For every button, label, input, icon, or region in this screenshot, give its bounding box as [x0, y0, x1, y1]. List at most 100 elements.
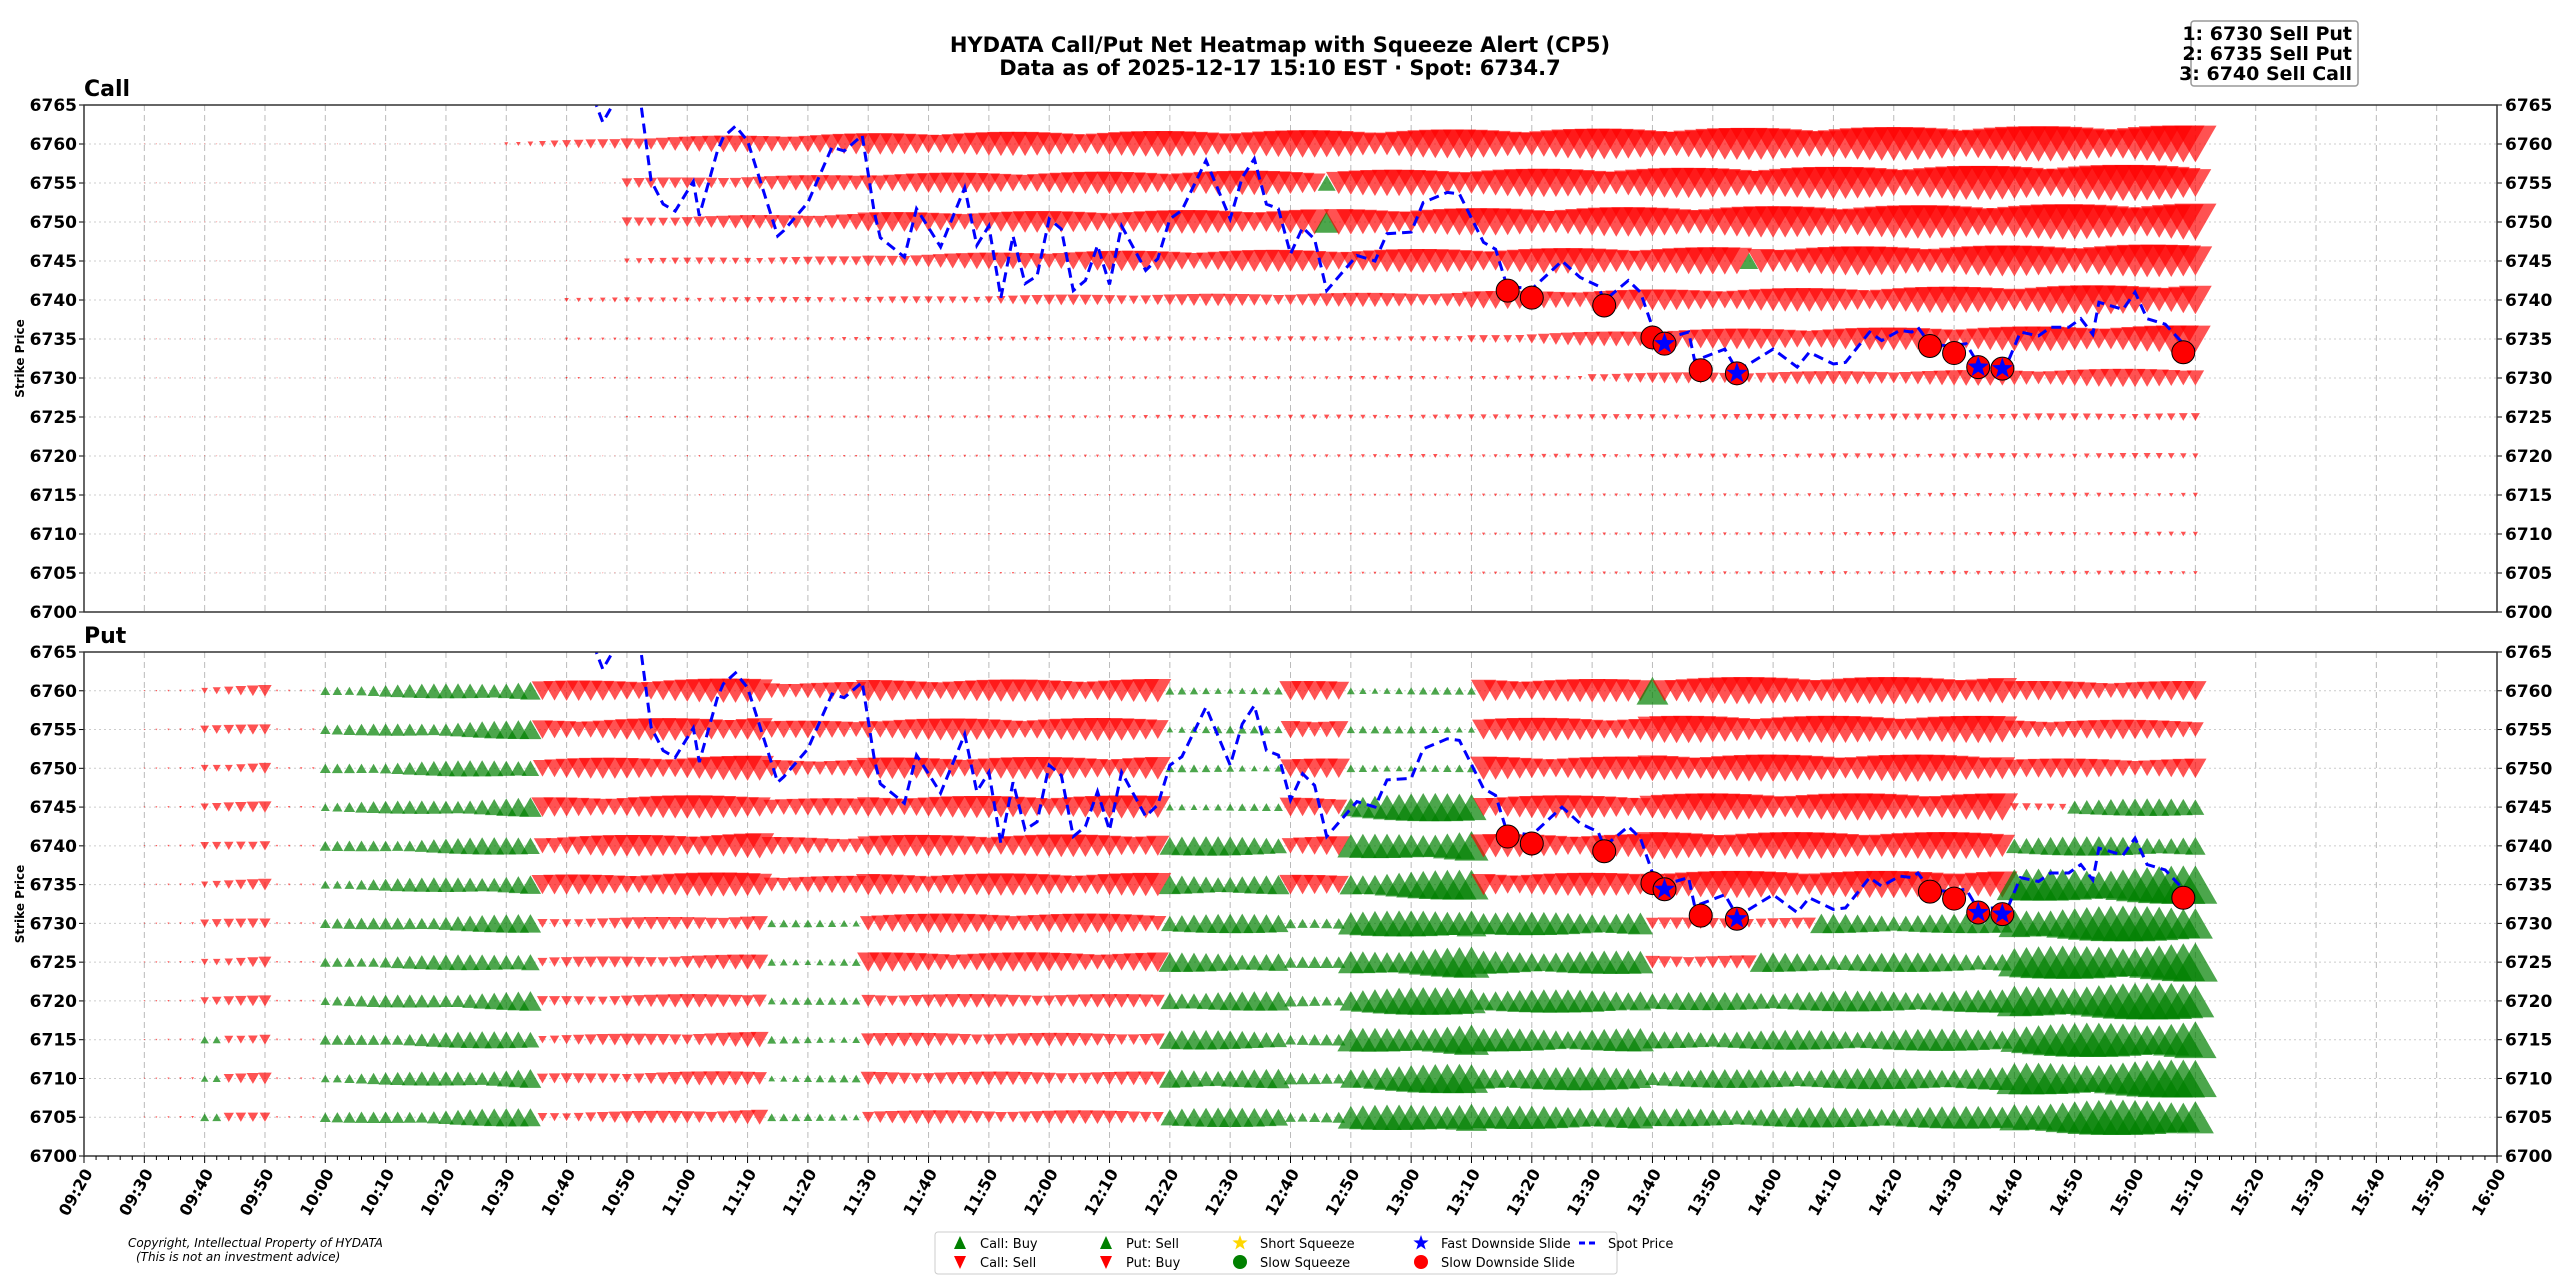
legend-item: Put: Buy — [1100, 1256, 1181, 1271]
marker-down-6745 — [2046, 803, 2055, 811]
y-tick-label-left: 6700 — [30, 1147, 77, 1167]
marker-down-6715 — [1139, 1033, 1153, 1046]
marker-down-6755 — [847, 722, 865, 737]
marker-down-6745 — [1184, 253, 1204, 269]
marker-up-6735 — [413, 877, 431, 892]
marker-down-6710 — [999, 533, 1003, 535]
marker-down-6720 — [200, 997, 209, 1005]
marker-down-6740 — [1116, 295, 1127, 305]
marker-down-6725 — [830, 415, 834, 419]
marker-down-6710 — [143, 533, 145, 535]
marker-down-6730 — [573, 919, 584, 928]
marker-down-6745 — [2022, 803, 2031, 811]
marker-down-6730 — [223, 918, 235, 928]
marker-down-6715 — [1554, 493, 1558, 497]
marker-up-6750 — [1395, 765, 1403, 772]
marker-down-6720 — [2155, 452, 2163, 460]
marker-down-6710 — [746, 533, 749, 535]
marker-down-6745 — [288, 260, 290, 262]
marker-down-6745 — [826, 256, 838, 266]
marker-down-6715 — [252, 494, 254, 496]
marker-down-6725 — [602, 416, 604, 418]
marker-up-6710 — [851, 1074, 861, 1083]
marker-down-6735 — [1251, 336, 1258, 342]
marker-down-6735 — [1179, 336, 1185, 342]
marker-down-6720 — [1023, 454, 1027, 458]
marker-down-6740 — [924, 296, 933, 304]
marker-down-6725 — [1612, 414, 1620, 420]
marker-down-6725 — [1011, 415, 1015, 419]
marker-down-6740 — [816, 297, 824, 303]
marker-down-6710 — [957, 1071, 973, 1085]
marker-down-6715 — [945, 1033, 960, 1046]
marker-down-6730 — [1577, 376, 1583, 380]
marker-down-6720 — [1180, 454, 1184, 458]
marker-down-6730 — [1493, 375, 1499, 381]
marker-down-6710 — [240, 533, 242, 535]
marker-down-6760 — [457, 143, 459, 145]
marker-up-6730 — [1872, 915, 1891, 932]
marker-down-6725 — [794, 415, 798, 419]
marker-down-6720 — [1697, 453, 1704, 459]
marker-down-6755 — [457, 182, 459, 184]
marker-down-6720 — [1119, 454, 1124, 458]
marker-up-6715 — [1269, 1032, 1288, 1048]
marker-down-6710 — [922, 1073, 935, 1084]
marker-down-6735 — [1215, 337, 1221, 341]
marker-down-6760 — [204, 143, 206, 145]
marker-up-6750 — [521, 760, 540, 776]
marker-down-6755 — [602, 182, 604, 184]
marker-down-6745 — [409, 260, 411, 262]
marker-up-6755 — [1237, 725, 1247, 734]
marker-down-6710 — [1125, 1071, 1142, 1086]
marker-down-6715 — [287, 1038, 291, 1041]
marker-down-6720 — [179, 999, 182, 1002]
marker-down-6735 — [1203, 336, 1209, 342]
marker-down-6710 — [167, 533, 170, 535]
marker-down-6710 — [493, 533, 495, 535]
marker-down-6710 — [541, 533, 544, 535]
marker-down-6710 — [2060, 532, 2065, 536]
marker-down-6710 — [734, 533, 737, 535]
marker-down-6725 — [1975, 414, 1982, 420]
marker-down-6750 — [421, 221, 423, 223]
marker-down-6730 — [680, 917, 695, 930]
marker-down-6710 — [223, 1074, 234, 1083]
marker-down-6710 — [638, 533, 640, 535]
marker-up-6710 — [413, 1071, 430, 1086]
marker-down-6720 — [1746, 453, 1752, 459]
marker-down-6750 — [372, 221, 375, 223]
marker-up-6710 — [1667, 1070, 1686, 1087]
marker-down-6710 — [1132, 532, 1135, 536]
marker-down-6720 — [794, 455, 797, 457]
marker-down-6725 — [1384, 415, 1390, 419]
marker-down-6720 — [1384, 454, 1390, 458]
marker-down-6720 — [1854, 453, 1861, 459]
marker-down-6740 — [1210, 293, 1226, 307]
marker-down-6705 — [1132, 571, 1135, 575]
marker-down-6715 — [259, 1034, 271, 1045]
marker-down-6740 — [648, 297, 654, 303]
marker-down-6705 — [963, 572, 966, 574]
marker-up-6715 — [852, 1036, 861, 1044]
marker-down-6705 — [969, 1111, 984, 1124]
marker-up-6725 — [413, 955, 430, 970]
marker-down-6745 — [744, 257, 752, 265]
marker-down-6715 — [1566, 493, 1570, 497]
marker-down-6715 — [2108, 492, 2114, 498]
marker-down-6760 — [539, 141, 546, 147]
marker-down-6730 — [842, 376, 846, 380]
marker-down-6720 — [1842, 453, 1849, 459]
marker-down-6705 — [862, 1111, 875, 1123]
marker-up-6755 — [1317, 175, 1336, 191]
marker-up-6720 — [1284, 995, 1297, 1007]
marker-down-6760 — [372, 143, 375, 145]
marker-down-6720 — [1168, 454, 1172, 458]
marker-down-6755 — [740, 177, 755, 189]
marker-down-6725 — [806, 415, 810, 419]
marker-down-6705 — [686, 572, 689, 574]
legend-item: Short Squeeze — [1232, 1235, 1355, 1252]
marker-down-6730 — [1766, 372, 1780, 384]
marker-down-6710 — [590, 533, 592, 535]
